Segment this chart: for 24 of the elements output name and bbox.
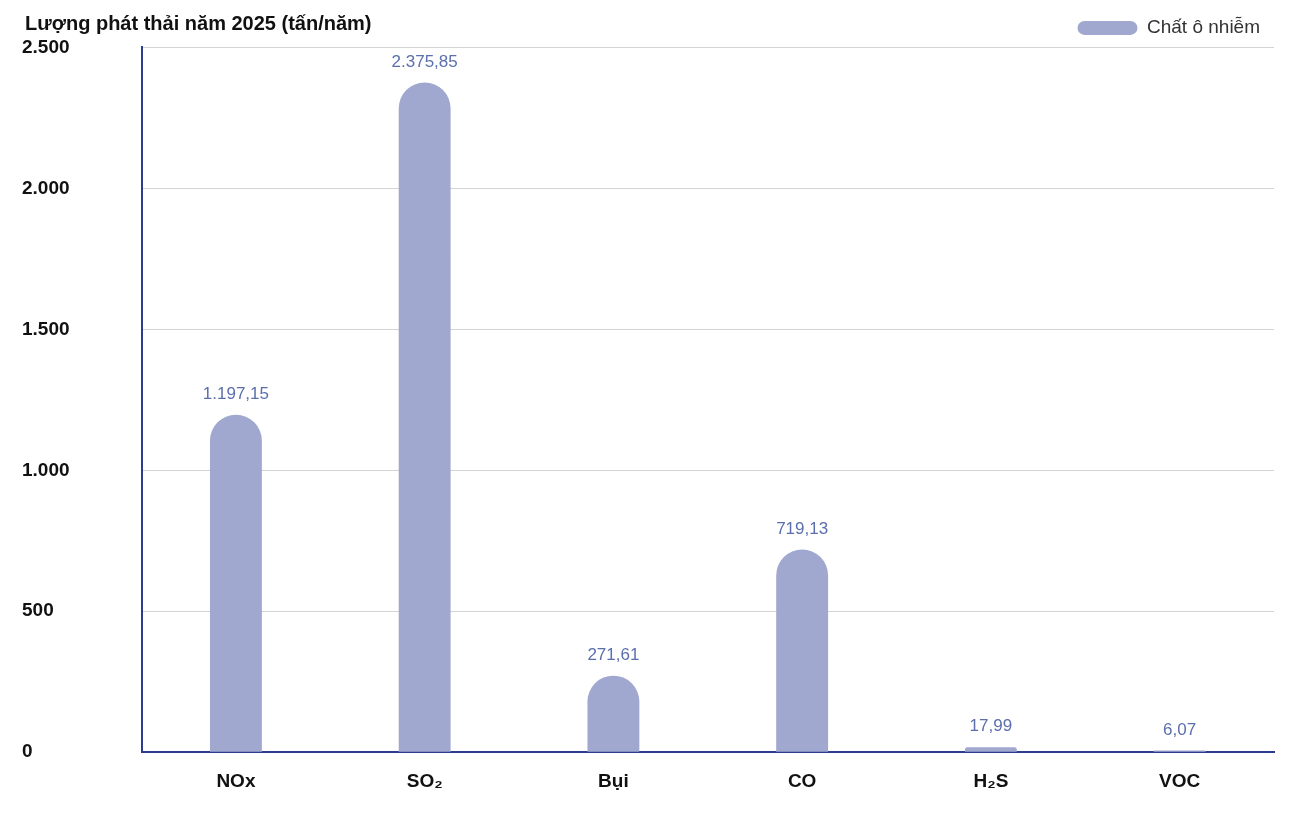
x-tick-label: NOx: [216, 769, 256, 791]
bar: [398, 82, 451, 752]
legend-label: Chất ô nhiễm: [1146, 16, 1261, 38]
data-label: 271,61: [587, 644, 640, 664]
bar: [964, 747, 1017, 752]
y-tick-label: 500: [22, 599, 54, 621]
y-tick-label: 2.500: [22, 35, 70, 57]
chart-title: Lượng phát thải năm 2025 (tấn/năm): [25, 12, 372, 35]
x-tick-label: H₂S: [973, 769, 1009, 791]
y-tick-label: 0: [22, 740, 33, 762]
data-label: 1.197,15: [202, 383, 270, 403]
x-tick-label: CO: [787, 769, 817, 791]
y-tick-label: 1.000: [22, 458, 70, 480]
data-label: 719,13: [776, 518, 829, 538]
x-tick-label: VOC: [1159, 769, 1201, 791]
data-label: 6,07: [1163, 719, 1197, 739]
data-label: 2.375,85: [391, 51, 458, 71]
x-tick-label: Bụi: [598, 769, 629, 791]
x-tick-label: SO₂: [406, 769, 443, 791]
y-tick-label: 2.000: [22, 176, 70, 198]
bar: [209, 414, 262, 752]
data-label: 17,99: [969, 716, 1013, 736]
bar: [776, 549, 829, 752]
y-tick-label: 1.500: [22, 317, 70, 339]
